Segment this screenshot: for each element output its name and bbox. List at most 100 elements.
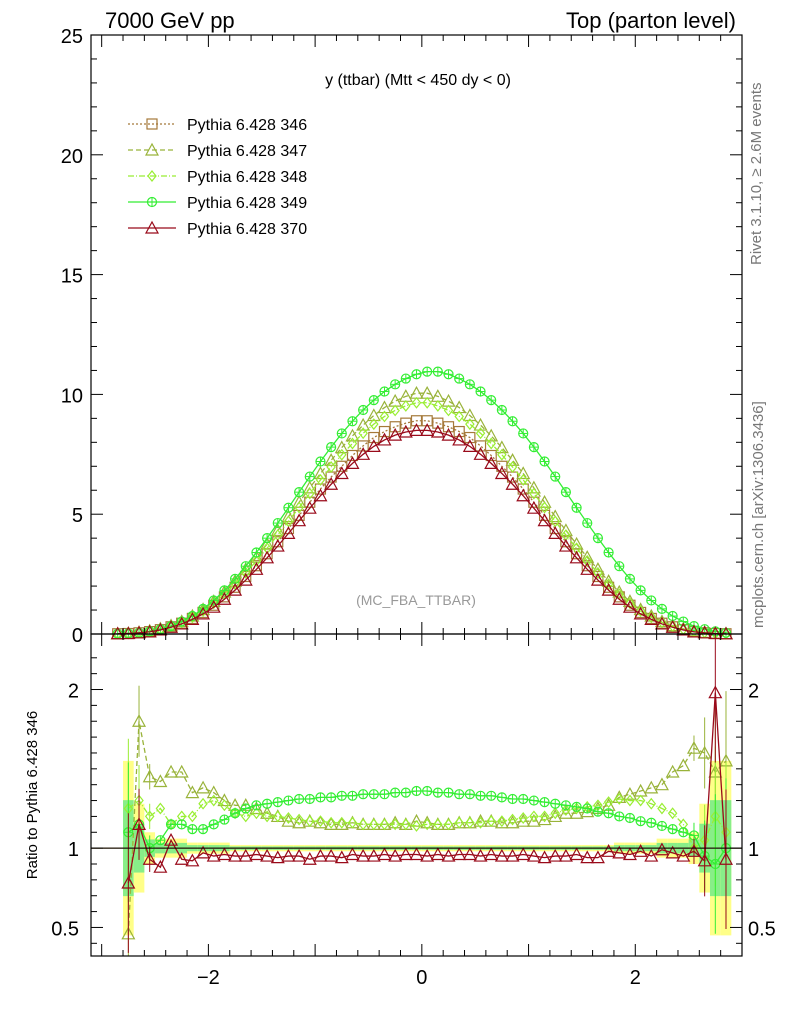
ratio-point (550, 807, 561, 820)
data-point (526, 500, 541, 514)
data-point (614, 561, 625, 572)
ratio-point (196, 845, 211, 859)
ratio-point (697, 853, 712, 867)
data-point (602, 581, 615, 593)
data-point (582, 554, 593, 567)
ratio-point (302, 851, 317, 865)
data-point (185, 612, 200, 625)
ratio-point (368, 789, 379, 800)
ratio-point (569, 805, 584, 819)
ratio-point (625, 794, 635, 807)
data-point (656, 603, 668, 614)
y-tick-label: 5 (72, 505, 83, 527)
ratio-point (665, 845, 680, 859)
data-point (473, 417, 488, 431)
data-point (411, 369, 422, 380)
ratio-point (174, 851, 189, 865)
data-point (420, 423, 435, 436)
data-point (654, 616, 669, 630)
data-point (633, 606, 648, 620)
data-point (400, 417, 412, 429)
data-point (240, 570, 252, 583)
ratio-point (251, 807, 262, 820)
data-point (475, 386, 486, 397)
ratio-point (539, 797, 550, 808)
ratio-point (304, 793, 315, 805)
data-point (592, 533, 604, 544)
data-point (624, 573, 636, 584)
ratio-point (697, 745, 712, 759)
data-point (433, 399, 443, 412)
data-point (379, 386, 390, 397)
ratio-series-line-1 (127, 798, 727, 850)
series-line-3 (117, 370, 727, 635)
data-point (260, 550, 275, 564)
data-point (379, 410, 390, 423)
data-point (580, 562, 595, 575)
ratio-point (251, 800, 262, 811)
ratio-point (142, 769, 157, 783)
data-point (401, 399, 411, 412)
data-point (464, 379, 475, 390)
ratio-point (187, 824, 198, 835)
data-point (174, 616, 189, 630)
y-tick-label: 10 (61, 385, 83, 407)
ratio-point (686, 844, 701, 857)
ratio-point (398, 847, 413, 861)
ratio-point (592, 806, 604, 817)
ratio-y-tick-label-right: 0.5 (748, 918, 776, 940)
ratio-point (676, 758, 691, 772)
ratio-point (229, 808, 241, 819)
ratio-point (336, 790, 347, 801)
data-point (646, 595, 657, 606)
data-point (281, 526, 296, 539)
data-point (443, 369, 454, 380)
legend-label: Pythia 6.428 370 (187, 221, 307, 238)
data-point (219, 585, 230, 596)
ratio-point (155, 802, 166, 815)
data-point (356, 447, 371, 460)
data-point (518, 473, 528, 486)
ratio-point (219, 799, 230, 812)
ratio-point (454, 789, 465, 800)
data-point (388, 393, 403, 407)
data-point (601, 582, 616, 596)
ratio-point (614, 793, 625, 805)
ratio-point (390, 818, 400, 831)
ratio-point (497, 815, 507, 828)
rivet-version-label: Rivet 3.1.10, ≥ 2.6M events (748, 83, 765, 266)
ratio-point (324, 848, 339, 862)
data-point (315, 456, 326, 467)
ratio-point (272, 797, 283, 808)
data-point (516, 488, 531, 502)
ratio-point (292, 848, 307, 862)
ratio-point (401, 818, 411, 831)
data-point (337, 448, 347, 461)
legend-entry-0: Pythia 6.428 346 (128, 117, 307, 134)
data-point (494, 440, 509, 454)
legend-marker (144, 220, 160, 234)
series-4 (110, 423, 734, 640)
ratio-point (326, 816, 336, 829)
data-point (454, 410, 464, 423)
ratio-point (526, 813, 541, 827)
data-point (667, 620, 678, 633)
series-line-2 (117, 402, 727, 635)
data-point (261, 533, 273, 544)
ratio-point (484, 847, 499, 861)
ratio-point (537, 812, 552, 826)
data-point (390, 404, 400, 417)
ratio-point (185, 785, 200, 799)
data-point (262, 542, 272, 555)
ratio-point (624, 812, 636, 824)
data-point (550, 471, 561, 482)
data-point (336, 428, 347, 439)
data-point (315, 473, 326, 486)
data-point (358, 404, 369, 416)
data-point (592, 570, 604, 583)
ratio-point (443, 787, 454, 798)
ratio-point (601, 844, 616, 857)
legend-label: Pythia 6.428 346 (187, 117, 307, 134)
data-point (529, 487, 539, 500)
ratio-point (539, 810, 550, 823)
